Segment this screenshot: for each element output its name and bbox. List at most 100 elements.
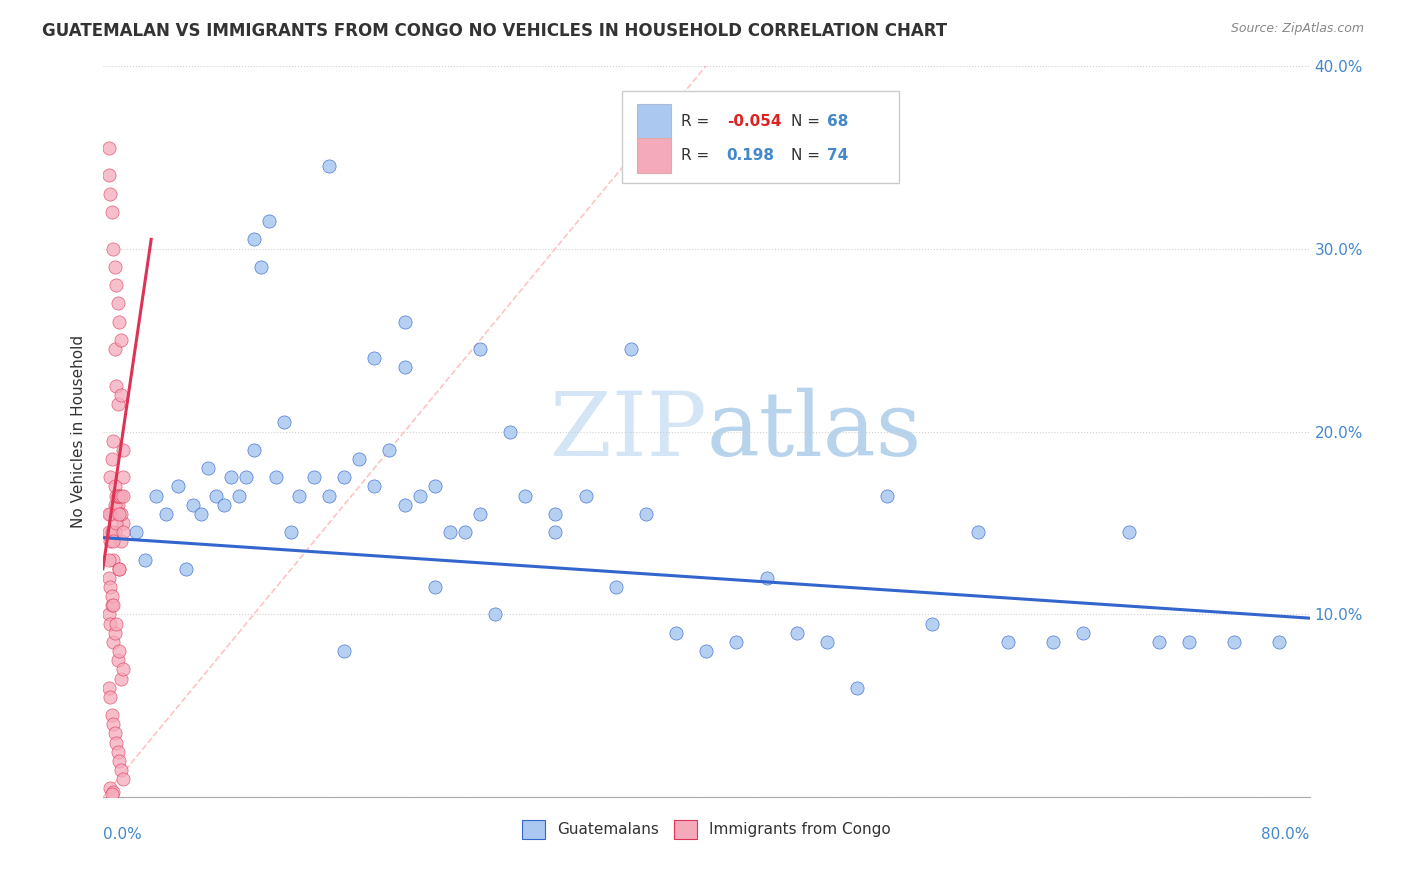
Point: [108, 507, 131, 521]
Point: [786, 625, 808, 640]
Point: [815, 635, 838, 649]
Point: [110, 333, 132, 347]
Point: [103, 434, 125, 448]
Point: [423, 580, 446, 594]
Point: [394, 498, 416, 512]
Point: [408, 489, 430, 503]
Point: [228, 489, 250, 503]
Point: [105, 378, 128, 392]
Point: [846, 681, 869, 695]
Point: [100, 534, 122, 549]
FancyBboxPatch shape: [637, 103, 671, 139]
Point: [966, 525, 988, 540]
Point: [107, 653, 129, 667]
Point: [100, 580, 122, 594]
Point: [108, 562, 131, 576]
Point: [101, 205, 124, 219]
Point: [105, 616, 128, 631]
Point: [101, 787, 124, 801]
Point: [103, 534, 125, 549]
Point: [111, 525, 134, 540]
Text: 0.0%: 0.0%: [103, 827, 142, 842]
Point: [100, 470, 122, 484]
Point: [155, 507, 177, 521]
Point: [921, 616, 943, 631]
Point: [101, 507, 124, 521]
Point: [499, 425, 522, 439]
Point: [183, 498, 205, 512]
Point: [167, 479, 190, 493]
Point: [125, 525, 148, 540]
Point: [97, 141, 120, 155]
Point: [103, 785, 125, 799]
Point: [107, 489, 129, 503]
Point: [1147, 635, 1170, 649]
Point: [108, 315, 131, 329]
Point: [104, 525, 127, 540]
Point: [105, 489, 128, 503]
Point: [104, 342, 127, 356]
Point: [97, 169, 120, 183]
Point: [1223, 635, 1246, 649]
Point: [273, 416, 295, 430]
Point: [103, 599, 125, 613]
Point: [111, 470, 134, 484]
Point: [725, 635, 748, 649]
Point: [97, 607, 120, 622]
Point: [318, 159, 340, 173]
Point: [755, 571, 778, 585]
Point: [394, 315, 416, 329]
Point: [105, 507, 128, 521]
Point: [100, 781, 122, 796]
Point: [100, 507, 122, 521]
Point: [97, 552, 120, 566]
Point: [103, 635, 125, 649]
Text: N =: N =: [790, 148, 824, 163]
Point: [363, 351, 385, 366]
FancyBboxPatch shape: [637, 138, 671, 173]
Point: [363, 479, 385, 493]
Point: [257, 214, 280, 228]
Point: [100, 186, 122, 201]
Point: [302, 470, 325, 484]
Text: 74: 74: [827, 148, 848, 163]
Point: [100, 616, 122, 631]
Point: [280, 525, 302, 540]
Point: [97, 525, 120, 540]
Text: 80.0%: 80.0%: [1261, 827, 1309, 842]
Point: [235, 470, 257, 484]
Point: [212, 498, 235, 512]
Point: [104, 260, 127, 274]
Point: [111, 772, 134, 786]
Text: R =: R =: [681, 148, 714, 163]
Point: [101, 599, 124, 613]
Point: [110, 489, 132, 503]
Point: [1268, 635, 1291, 649]
Point: [515, 489, 537, 503]
Point: [101, 589, 124, 603]
Point: [665, 625, 688, 640]
Point: [101, 452, 124, 467]
Point: [1118, 525, 1140, 540]
Point: [378, 442, 401, 457]
Text: GUATEMALAN VS IMMIGRANTS FROM CONGO NO VEHICLES IN HOUSEHOLD CORRELATION CHART: GUATEMALAN VS IMMIGRANTS FROM CONGO NO V…: [42, 22, 948, 40]
Point: [111, 442, 134, 457]
Point: [997, 635, 1019, 649]
Point: [108, 489, 131, 503]
Point: [439, 525, 461, 540]
Point: [288, 489, 311, 503]
Point: [107, 489, 129, 503]
Point: [107, 498, 129, 512]
Point: [174, 562, 197, 576]
Point: [190, 507, 212, 521]
Point: [1042, 635, 1064, 649]
Point: [318, 489, 340, 503]
Point: [250, 260, 273, 274]
Point: [101, 708, 124, 723]
Point: [145, 489, 167, 503]
Point: [134, 552, 156, 566]
Point: [468, 342, 491, 356]
Point: [100, 690, 122, 704]
Text: -0.054: -0.054: [727, 113, 782, 128]
Legend: Guatemalans, Immigrants from Congo: Guatemalans, Immigrants from Congo: [516, 814, 897, 845]
